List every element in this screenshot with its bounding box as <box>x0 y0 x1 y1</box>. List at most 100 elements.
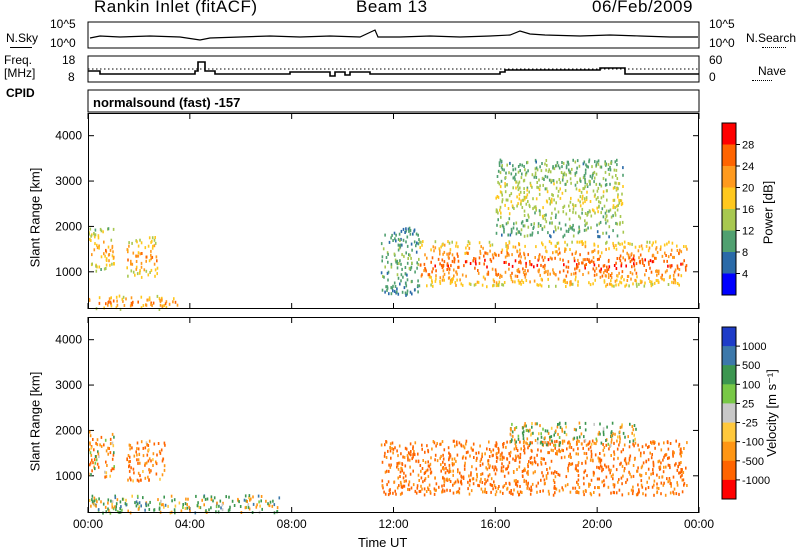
data-cell <box>474 257 477 261</box>
data-cell <box>549 272 551 276</box>
data-cell <box>575 464 577 468</box>
data-cell <box>140 241 143 245</box>
data-cell <box>598 269 601 273</box>
data-cell <box>406 261 409 265</box>
data-cell <box>421 487 423 491</box>
data-cell <box>119 500 122 504</box>
data-cell <box>441 278 444 282</box>
data-cell <box>521 172 523 176</box>
data-cell <box>468 241 471 245</box>
data-cell <box>491 484 494 487</box>
data-cell <box>89 451 92 455</box>
data-cell <box>598 459 600 463</box>
data-cell <box>127 274 129 278</box>
data-cell <box>108 259 110 263</box>
data-cell <box>657 272 660 276</box>
data-cell <box>610 468 612 472</box>
data-cell <box>608 225 611 229</box>
data-cell <box>395 233 397 237</box>
data-cell <box>522 426 524 430</box>
data-cell <box>386 271 389 275</box>
data-cell <box>512 176 515 180</box>
data-cell <box>514 442 517 446</box>
data-cell <box>633 433 635 437</box>
data-cell <box>421 443 423 447</box>
data-cell <box>655 246 658 250</box>
data-cell <box>557 241 560 245</box>
data-cell <box>643 451 645 455</box>
data-cell <box>381 259 383 263</box>
data-cell <box>497 253 500 257</box>
data-cell <box>384 470 387 474</box>
data-cell <box>481 455 483 459</box>
data-cell <box>112 299 115 303</box>
data-cell <box>457 490 460 494</box>
data-cell <box>495 444 498 448</box>
data-cell <box>616 447 619 451</box>
data-cell <box>390 456 392 460</box>
data-cell <box>525 482 528 486</box>
data-cell <box>390 236 392 240</box>
y-tick-label: 3000 <box>55 174 82 188</box>
data-cell <box>105 263 108 267</box>
data-cell <box>471 465 473 469</box>
data-cell <box>109 442 112 446</box>
data-cell <box>605 183 608 186</box>
data-cell <box>133 454 136 458</box>
data-cell <box>562 210 565 214</box>
data-cell <box>628 445 631 449</box>
data-cell <box>549 199 552 203</box>
data-cell <box>685 264 688 268</box>
data-cell <box>100 435 103 439</box>
data-cell <box>612 490 615 494</box>
data-cell <box>141 252 143 255</box>
data-cell <box>405 281 407 285</box>
colorbar-swatch <box>722 422 736 443</box>
data-cell <box>581 261 583 265</box>
data-cell <box>633 254 635 258</box>
data-cell <box>203 495 205 499</box>
data-cell <box>419 489 422 493</box>
data-cell <box>513 428 516 432</box>
data-cell <box>423 478 426 482</box>
data-cell <box>484 478 486 482</box>
data-cell <box>395 492 397 496</box>
data-cell <box>630 488 633 492</box>
data-cell <box>509 450 512 454</box>
data-cell <box>524 269 526 272</box>
data-cell <box>431 256 434 260</box>
data-cell <box>136 272 139 276</box>
data-cell <box>562 161 565 165</box>
data-cell <box>100 500 102 504</box>
data-cell <box>512 226 515 230</box>
data-cell <box>456 443 458 447</box>
data-cell <box>609 182 611 186</box>
data-cell <box>676 481 678 485</box>
data-cell <box>657 487 660 490</box>
data-cell <box>466 243 469 247</box>
data-cell <box>570 226 572 230</box>
data-cell <box>93 448 95 452</box>
data-cell <box>434 264 436 268</box>
data-cell <box>492 278 495 282</box>
data-cell <box>582 446 584 450</box>
data-cell <box>606 425 608 429</box>
data-cell <box>606 268 608 272</box>
data-cell <box>566 483 569 487</box>
data-cell <box>525 428 528 432</box>
data-cell <box>537 463 539 467</box>
data-cell <box>602 194 605 198</box>
data-cell <box>538 432 540 436</box>
data-cell <box>136 441 139 445</box>
data-cell <box>102 230 104 234</box>
data-cell <box>465 246 467 250</box>
data-cell <box>537 448 539 452</box>
data-cell <box>517 165 520 168</box>
data-cell <box>596 160 598 164</box>
data-cell <box>558 489 561 493</box>
data-cell <box>613 450 615 454</box>
data-cell <box>384 492 387 496</box>
data-cell <box>612 473 614 477</box>
data-cell <box>644 493 647 497</box>
data-cell <box>269 500 272 504</box>
